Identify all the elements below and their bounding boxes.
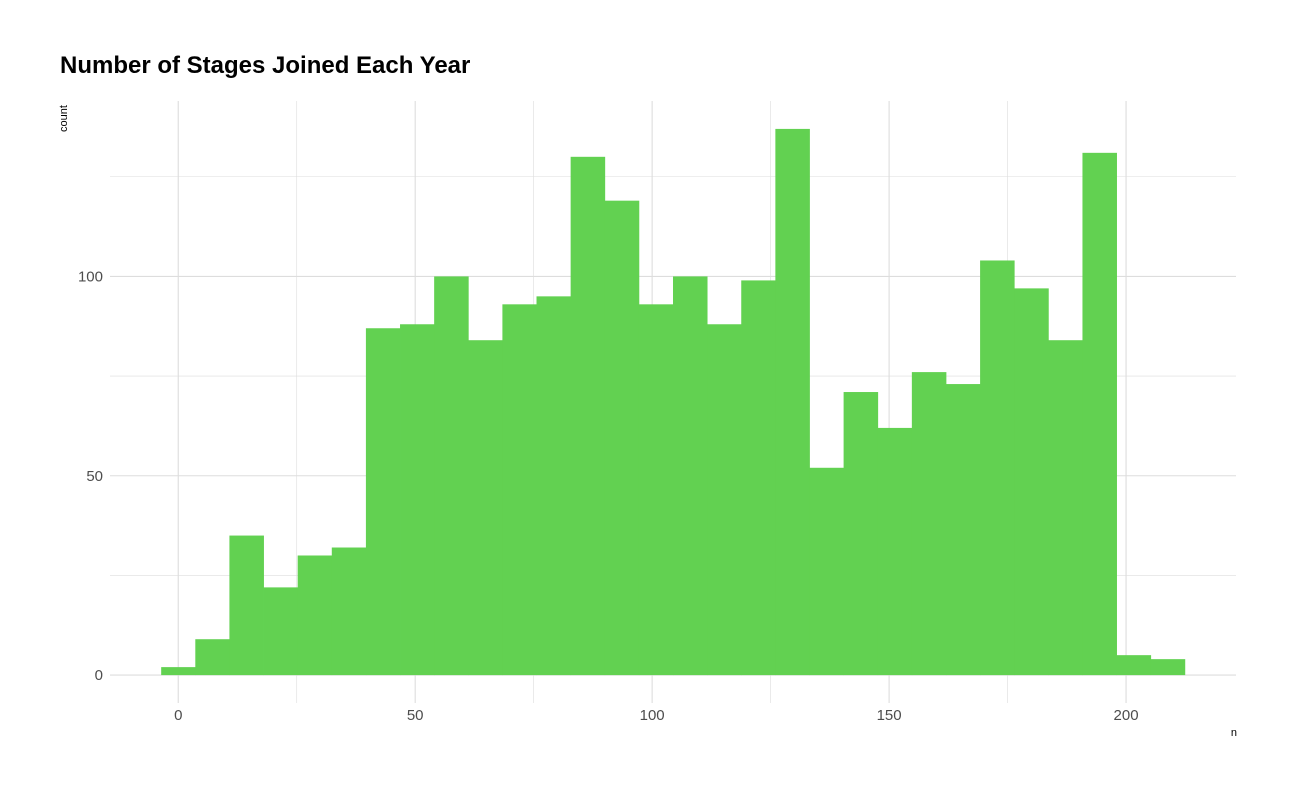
histogram-bar	[741, 280, 776, 676]
histogram-bar	[877, 427, 913, 676]
histogram-bar	[536, 296, 572, 676]
histogram-bar	[331, 547, 367, 676]
histogram-bar	[1150, 659, 1186, 676]
histogram-bar	[297, 555, 333, 676]
x-tick-label: 200	[1114, 707, 1139, 724]
histogram-bar	[1048, 340, 1083, 676]
histogram-bar	[604, 200, 640, 676]
histogram-bar	[775, 128, 810, 676]
histogram-bar	[229, 535, 264, 676]
histogram-bar	[502, 304, 537, 676]
histogram-bar	[843, 392, 879, 676]
histogram-bar	[707, 324, 742, 676]
x-tick-label: 100	[640, 707, 665, 724]
y-tick-label: 50	[86, 468, 103, 485]
tick-labels-layer: 0 50 100 150 200 0 50 100	[78, 268, 1139, 724]
histogram-bar	[161, 667, 196, 676]
histogram-bar	[570, 156, 606, 676]
x-tick-label: 50	[407, 707, 424, 724]
histogram-bar	[911, 372, 947, 676]
chart-title: Number of Stages Joined Each Year	[60, 52, 471, 79]
y-tick-label: 100	[78, 268, 103, 285]
bars-layer	[161, 128, 1186, 676]
histogram-bar	[468, 340, 503, 676]
x-axis-label: n	[1230, 727, 1237, 739]
histogram-bar	[195, 639, 230, 676]
histogram-bar	[1014, 288, 1049, 676]
histogram-bar	[263, 587, 299, 676]
histogram-bar	[945, 384, 981, 676]
histogram-bar	[980, 260, 1015, 676]
histogram-bar	[638, 304, 674, 676]
histogram-bar	[1116, 655, 1152, 676]
histogram-bar	[400, 324, 435, 676]
histogram-bar	[1082, 152, 1117, 676]
histogram-bar	[673, 276, 708, 676]
histogram-bar	[809, 467, 845, 676]
y-tick-label: 0	[95, 667, 103, 684]
histogram-bar	[365, 328, 401, 676]
histogram-bar	[434, 276, 469, 676]
x-tick-label: 0	[174, 707, 182, 724]
x-tick-label: 150	[877, 707, 902, 724]
